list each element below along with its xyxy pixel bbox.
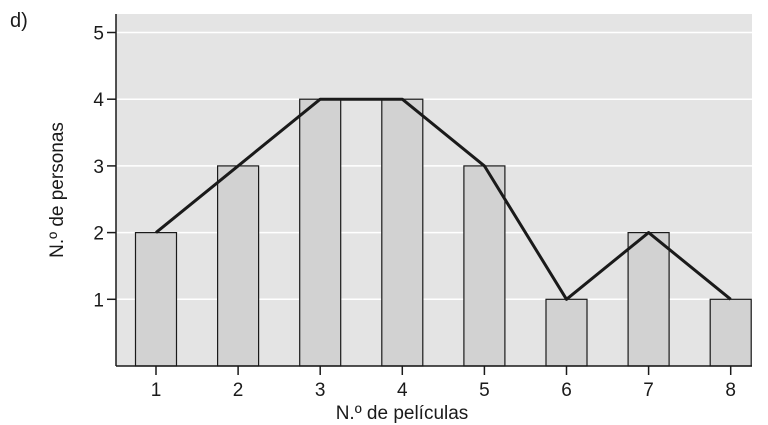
panel-label: d) [10, 10, 28, 32]
y-tick-label: 2 [93, 224, 104, 245]
x-tick-label: 7 [643, 380, 654, 401]
y-axis-title: N.º de personas [47, 122, 68, 258]
bar-7 [627, 232, 670, 367]
x-tick-label: 2 [233, 380, 244, 401]
x-tick-label: 1 [151, 380, 162, 401]
bar-1 [134, 232, 178, 367]
bar-6 [545, 298, 588, 367]
y-tick-label: 1 [93, 290, 104, 311]
y-tick-label: 3 [93, 157, 104, 178]
y-tick-label: 4 [93, 90, 104, 111]
x-axis-title: N.º de películas [336, 403, 469, 424]
x-tick-label: 4 [397, 380, 408, 401]
bar-4 [381, 98, 424, 367]
y-tick-labels: 1 2 3 4 5 [93, 24, 116, 311]
bar-3 [299, 98, 342, 367]
axes [115, 14, 752, 367]
bars [134, 98, 752, 367]
x-tick-labels: 1 2 3 4 5 6 7 8 [151, 366, 736, 401]
x-tick-label: 3 [315, 380, 326, 401]
frequency-polygon [155, 97, 732, 301]
frequency-line [155, 97, 732, 301]
x-tick-label: 8 [725, 380, 736, 401]
y-tick-label: 5 [93, 24, 104, 45]
bar-2 [217, 165, 260, 367]
bar-8 [709, 298, 752, 367]
x-tick-label: 5 [479, 380, 490, 401]
x-tick-label: 6 [561, 380, 572, 401]
bar-5 [463, 165, 506, 367]
